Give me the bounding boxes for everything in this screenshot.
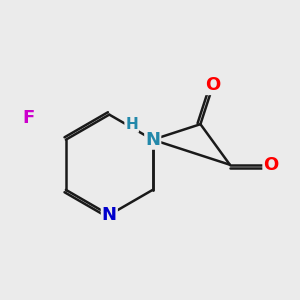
Text: F: F	[23, 110, 35, 128]
Text: N: N	[145, 131, 160, 149]
Text: O: O	[263, 156, 279, 174]
Text: N: N	[102, 206, 117, 224]
Text: H: H	[125, 117, 138, 132]
Text: O: O	[206, 76, 221, 94]
